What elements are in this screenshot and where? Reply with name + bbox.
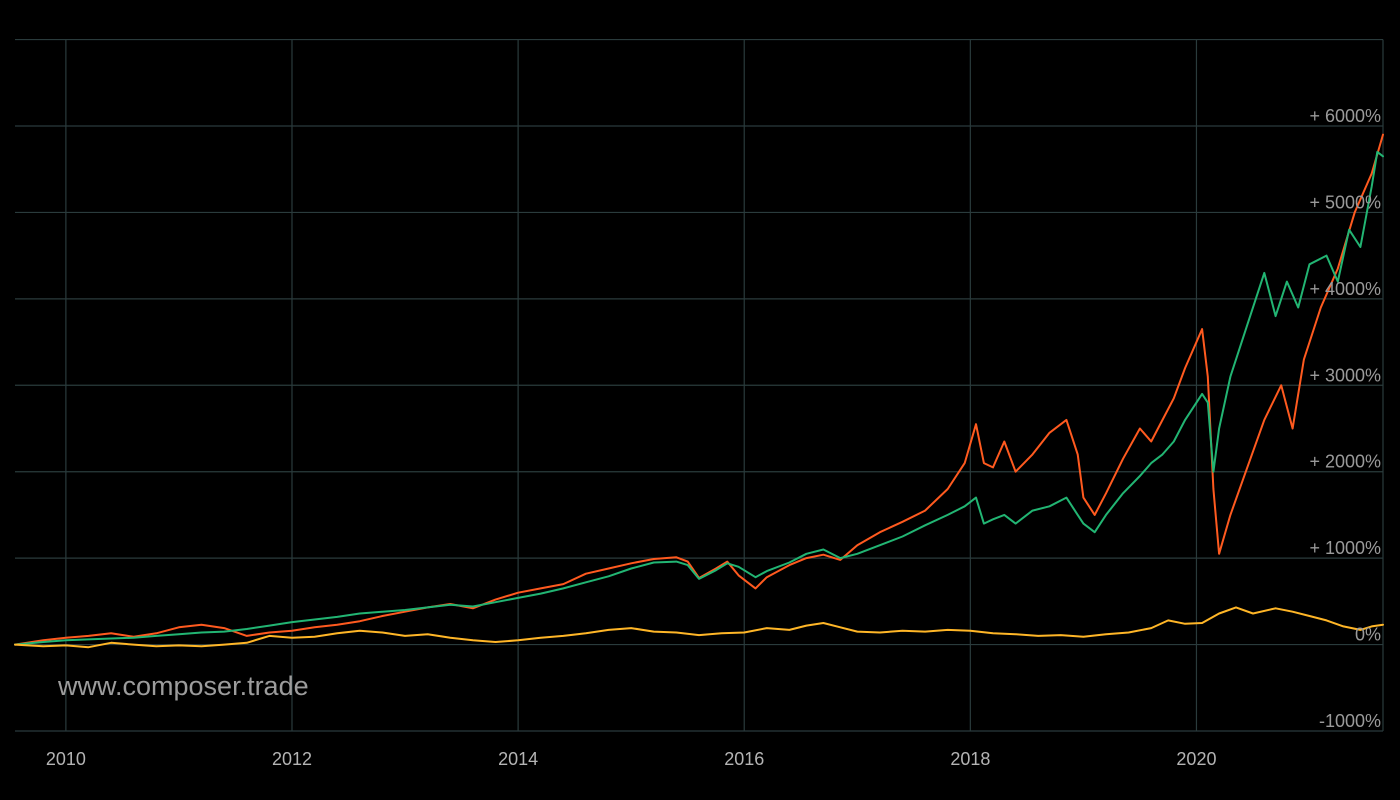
x-tick-label: 2016	[724, 749, 764, 769]
y-tick-label: + 2000%	[1309, 452, 1381, 472]
x-tick-label: 2012	[272, 749, 312, 769]
watermark: www.composer.trade	[57, 671, 309, 701]
y-tick-label: 0%	[1355, 625, 1381, 645]
x-tick-label: 2010	[46, 749, 86, 769]
y-tick-label: + 4000%	[1309, 279, 1381, 299]
y-tick-label: + 3000%	[1309, 365, 1381, 385]
chart-grid	[15, 38, 1384, 732]
y-tick-label: + 5000%	[1309, 192, 1381, 212]
x-tick-label: 2014	[498, 749, 538, 769]
y-axis-labels: + 6000% + 5000% + 4000% + 3000% + 2000% + 100…	[1309, 106, 1381, 731]
y-tick-label: + 1000%	[1309, 538, 1381, 558]
x-tick-label: 2018	[950, 749, 990, 769]
series-lines	[14, 133, 1384, 649]
series-line-1	[14, 133, 1384, 646]
y-tick-label: -1000%	[1319, 711, 1381, 731]
series-line-3	[14, 606, 1384, 649]
x-axis-labels: 2010 2012 2014 2016 2018 2020	[46, 749, 1217, 769]
x-tick-label: 2020	[1176, 749, 1216, 769]
series-line-2	[14, 150, 1384, 646]
y-tick-label: + 6000%	[1309, 106, 1381, 126]
